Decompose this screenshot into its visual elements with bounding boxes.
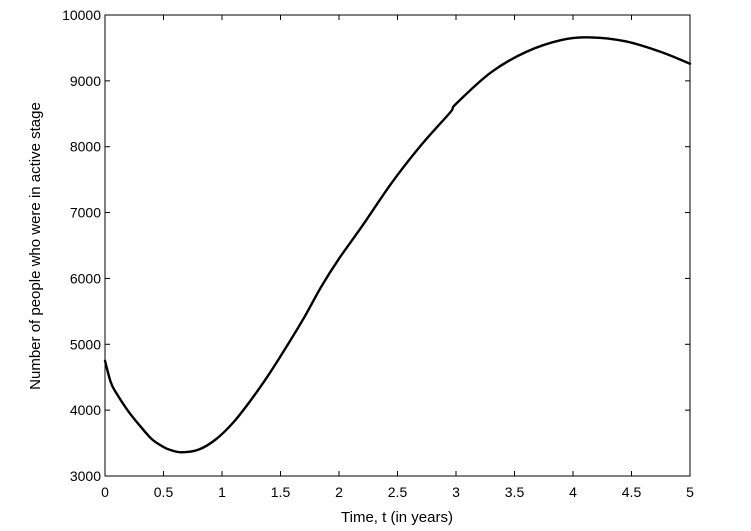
axis-ticks (104, 14, 691, 477)
x-tick-label: 3 (452, 484, 460, 500)
x-tick-label: 5 (686, 484, 694, 500)
x-axis-title: Time, t (in years) (341, 509, 453, 526)
y-tick-label: 8000 (70, 139, 101, 155)
y-tick-label: 9000 (70, 73, 101, 89)
x-tick-label: 1.5 (271, 484, 291, 500)
series-line (103, 36, 692, 454)
plot-area-frame (104, 14, 691, 477)
y-tick-label: 7000 (70, 205, 101, 221)
y-tick-label: 10000 (62, 7, 101, 23)
x-tick-label: 4.5 (622, 484, 642, 500)
y-tick-labels: 3000 4000 5000 6000 7000 8000 9000 10000 (62, 7, 101, 484)
x-tick-label: 0 (101, 484, 109, 500)
y-tick-label: 3000 (70, 468, 101, 484)
x-tick-label: 3.5 (505, 484, 525, 500)
y-tick-label: 6000 (70, 270, 101, 286)
y-tick-label: 4000 (70, 402, 101, 418)
x-tick-label: 2 (335, 484, 343, 500)
x-tick-label: 0.5 (154, 484, 174, 500)
x-tick-label: 2.5 (388, 484, 408, 500)
x-tick-labels: 0 0.5 1 1.5 2 2.5 3 3.5 4 4.5 5 (101, 484, 694, 500)
y-axis-title: Number of people who were in active stag… (27, 102, 44, 390)
x-tick-label: 1 (218, 484, 226, 500)
x-tick-label: 4 (569, 484, 577, 500)
y-tick-label: 5000 (70, 336, 101, 352)
